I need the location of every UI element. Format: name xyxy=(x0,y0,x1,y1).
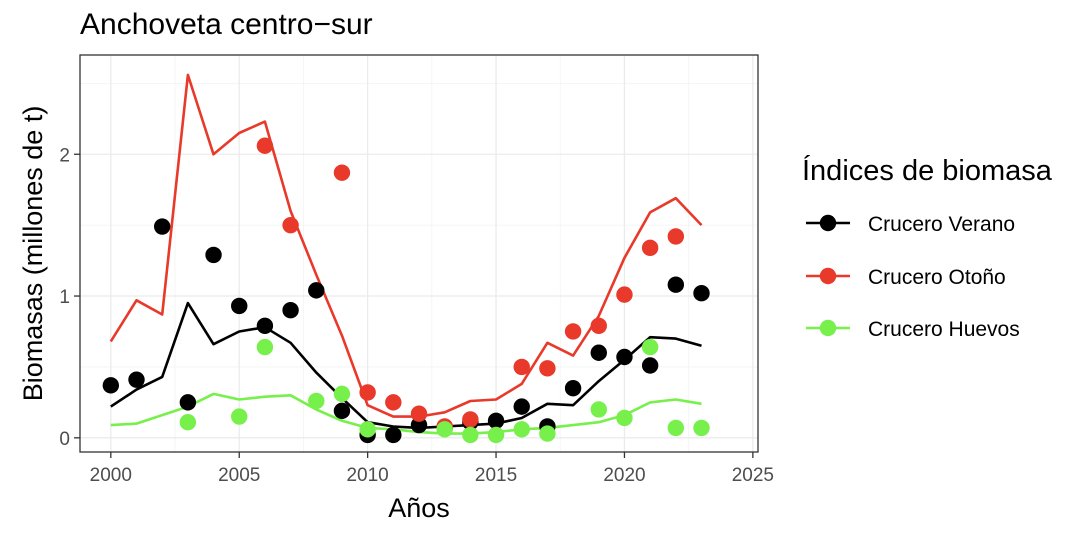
data-point-crucero-otono xyxy=(539,360,556,377)
chart-title: Anchoveta centro−sur xyxy=(80,8,373,41)
data-point-crucero-otono xyxy=(641,239,659,257)
data-point-crucero-otono xyxy=(462,411,479,428)
data-point-crucero-verano xyxy=(667,276,685,293)
data-point-crucero-verano xyxy=(564,379,582,397)
series-line-crucero-huevos xyxy=(110,392,702,435)
plot-panel xyxy=(79,54,759,453)
series-line-crucero-verano xyxy=(110,301,702,430)
legend-label: Crucero Verano xyxy=(868,213,1015,236)
data-point-crucero-verano xyxy=(590,344,607,361)
data-point-crucero-huevos xyxy=(667,419,685,437)
legend-entry: Crucero Verano xyxy=(806,213,1015,236)
data-point-crucero-huevos xyxy=(333,385,351,403)
data-point-crucero-huevos xyxy=(539,425,556,442)
data-point-crucero-verano xyxy=(616,348,633,366)
panel-border xyxy=(79,54,759,453)
data-point-crucero-huevos xyxy=(487,426,505,444)
data-point-crucero-huevos xyxy=(616,409,633,427)
data-point-crucero-verano xyxy=(102,377,120,394)
legend-entries: Crucero Verano Crucero Otoño Crucero Huevo… xyxy=(806,213,1020,341)
data-point-crucero-otono xyxy=(410,405,428,422)
data-point-crucero-huevos xyxy=(513,421,530,438)
legend-key-point xyxy=(819,267,837,285)
data-point-crucero-verano xyxy=(308,282,325,299)
data-point-crucero-huevos xyxy=(179,414,197,431)
panel-background xyxy=(80,55,758,452)
data-point-crucero-otono xyxy=(616,286,633,303)
data-point-crucero-huevos xyxy=(693,419,710,437)
data-point-crucero-huevos xyxy=(359,421,376,438)
x-tick-label: 2025 xyxy=(732,465,774,486)
data-point-crucero-otono xyxy=(256,137,274,154)
legend-title: Índices de biomasa xyxy=(802,154,1053,187)
x-tick-label: 2015 xyxy=(475,465,517,486)
legend-entry: Crucero Huevos xyxy=(806,318,1020,341)
legend-key-point xyxy=(819,319,837,337)
legend: Índices de biomasa Crucero VeranoCrucero… xyxy=(802,154,1053,341)
data-point-crucero-verano xyxy=(231,297,248,315)
data-point-crucero-verano xyxy=(282,302,299,319)
data-point-crucero-huevos xyxy=(231,408,248,425)
x-tick-label: 2020 xyxy=(603,465,645,486)
data-point-crucero-huevos xyxy=(641,338,659,356)
data-point-crucero-verano xyxy=(205,246,222,264)
y-tick-label: 0 xyxy=(59,429,70,450)
data-point-crucero-huevos xyxy=(436,421,453,438)
data-point-crucero-huevos xyxy=(590,401,607,418)
y-axis: 0 1 2 xyxy=(59,145,80,450)
data-point-crucero-verano xyxy=(385,426,402,444)
series-points xyxy=(102,137,710,444)
y-tick-label: 2 xyxy=(59,145,70,166)
data-point-crucero-verano xyxy=(513,398,530,415)
data-point-crucero-otono xyxy=(590,317,607,335)
data-point-crucero-otono xyxy=(359,384,376,401)
data-point-crucero-verano xyxy=(179,394,197,411)
y-tick-label: 1 xyxy=(59,287,70,308)
data-point-crucero-huevos xyxy=(308,392,325,410)
x-tick-label: 2005 xyxy=(218,465,260,486)
legend-key-point xyxy=(819,214,837,232)
series-line-crucero-otono xyxy=(109,73,703,418)
y-axis-title: Biomasas (millones de t) xyxy=(18,106,48,402)
data-point-crucero-otono xyxy=(667,228,685,245)
data-point-crucero-huevos xyxy=(462,426,479,444)
x-axis: 2000 2005 2010 2015 2020 2025 xyxy=(90,452,774,486)
data-point-crucero-otono xyxy=(282,216,299,234)
legend-entry: Crucero Otoño xyxy=(806,266,1006,289)
series-lines xyxy=(109,73,703,435)
data-point-crucero-huevos xyxy=(256,338,274,356)
data-point-crucero-verano xyxy=(641,357,659,374)
data-point-crucero-verano xyxy=(487,412,505,430)
x-axis-title: Años xyxy=(388,493,450,523)
legend-label: Crucero Otoño xyxy=(868,266,1006,289)
grid xyxy=(80,55,758,452)
data-point-crucero-verano xyxy=(153,218,171,235)
data-point-crucero-otono xyxy=(513,358,530,376)
data-point-crucero-verano xyxy=(693,285,710,302)
x-tick-label: 2000 xyxy=(90,465,132,486)
data-point-crucero-verano xyxy=(256,317,274,335)
data-point-crucero-otono xyxy=(333,164,351,181)
data-point-crucero-verano xyxy=(410,416,428,434)
data-point-crucero-otono xyxy=(564,323,582,340)
data-point-crucero-verano xyxy=(333,402,351,420)
data-point-crucero-otono xyxy=(385,394,402,411)
data-point-crucero-verano xyxy=(128,371,145,388)
legend-label: Crucero Huevos xyxy=(868,318,1020,341)
x-tick-label: 2010 xyxy=(346,465,388,486)
